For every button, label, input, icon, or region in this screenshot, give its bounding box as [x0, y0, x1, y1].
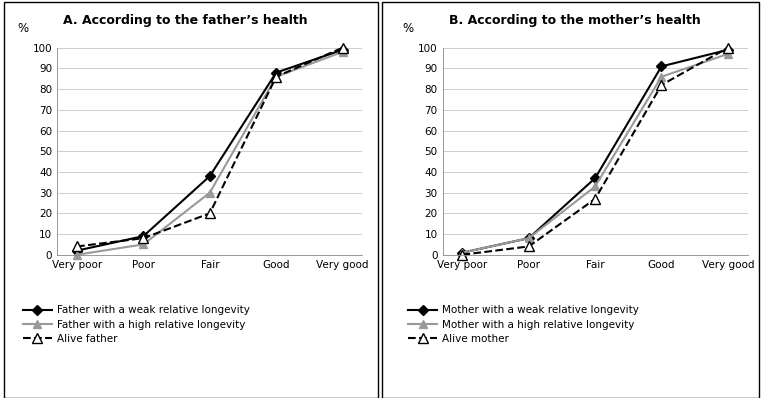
Text: B. According to the mother’s health: B. According to the mother’s health	[449, 14, 700, 27]
Legend: Mother with a weak relative longevity, Mother with a high relative longevity, Al: Mother with a weak relative longevity, M…	[408, 305, 639, 344]
Text: %: %	[18, 22, 29, 35]
Text: %: %	[403, 22, 414, 35]
Text: A. According to the father’s health: A. According to the father’s health	[63, 14, 308, 27]
Legend: Father with a weak relative longevity, Father with a high relative longevity, Al: Father with a weak relative longevity, F…	[23, 305, 250, 344]
